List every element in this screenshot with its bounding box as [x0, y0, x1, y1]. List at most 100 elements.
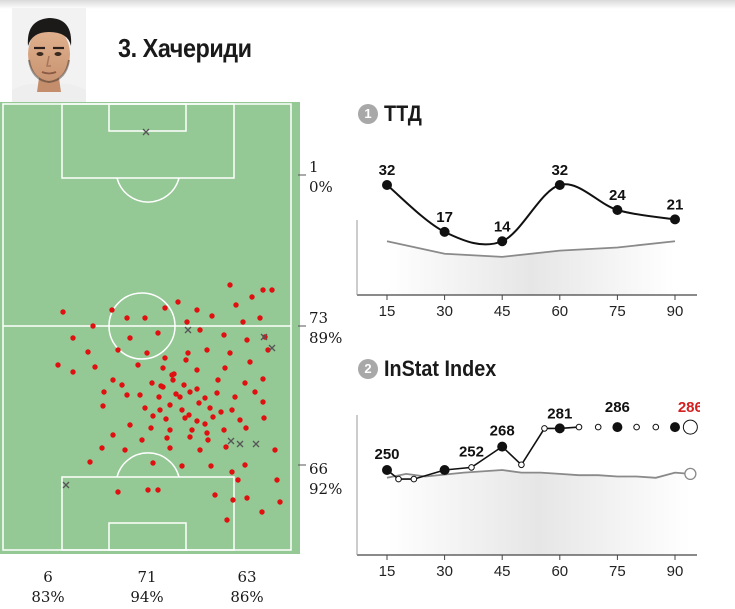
action-dot: [240, 319, 246, 325]
action-dot: [210, 414, 216, 420]
instat-value-label: 286: [678, 399, 700, 416]
action-dot: [167, 427, 173, 433]
action-dot: [142, 315, 148, 321]
action-dot: [223, 444, 229, 450]
action-dot: [127, 335, 133, 341]
action-dot: [229, 407, 235, 413]
action-dot: [179, 463, 185, 469]
action-dot: [119, 382, 125, 388]
instat-point: [518, 461, 525, 469]
action-dot: [260, 376, 266, 382]
action-dot: [183, 357, 189, 363]
zone-count: 63: [237, 568, 257, 586]
action-dot: [274, 477, 280, 483]
action-dot: [208, 463, 214, 469]
action-dot: [139, 437, 145, 443]
action-dot: [209, 313, 215, 319]
action-dot: [189, 427, 195, 433]
action-dot: [260, 399, 266, 405]
instat-value-label: 252: [459, 443, 484, 460]
zone-count: 6: [43, 568, 53, 586]
action-dot: [60, 309, 66, 315]
zone-label-center: 71 94%: [117, 567, 177, 607]
action-dot: [204, 347, 210, 353]
ttd-point: [554, 180, 565, 190]
action-dot: [229, 469, 235, 475]
ttd-value-label: 32: [379, 162, 396, 179]
ttd-point: [612, 205, 623, 215]
action-dot: [247, 359, 253, 365]
ball-loss-mark: [227, 437, 235, 445]
instat-chart: 250 252 268 281 286 286 15 30 45 60 75 90: [356, 399, 700, 580]
action-dot: [233, 302, 239, 308]
action-dot: [202, 421, 208, 427]
action-dot: [224, 517, 230, 523]
ttd-value-label: 14: [494, 218, 511, 235]
action-dot: [142, 405, 148, 411]
ttd-value-label: 21: [667, 196, 684, 213]
ttd-chart: 32 17 14 32 24 21 15 30 45 60 75 90: [356, 162, 697, 320]
action-dot: [90, 323, 96, 329]
action-dot: [257, 315, 263, 321]
ball-loss-mark: [142, 128, 150, 136]
action-dot: [230, 497, 236, 503]
ball-loss-mark: [184, 326, 192, 334]
instat-line: [386, 426, 580, 480]
x-tick-label: 15: [379, 563, 396, 580]
bottom-penalty-arc: [116, 452, 180, 478]
action-dot: [207, 405, 213, 411]
action-dot: [197, 447, 203, 453]
ttd-point: [670, 214, 680, 225]
action-dot: [170, 377, 176, 383]
action-dot: [235, 477, 241, 483]
action-dot: [194, 307, 200, 313]
action-dot: [260, 287, 266, 293]
x-tick-label: 90: [667, 303, 684, 320]
ttd-line: [386, 183, 676, 246]
action-dot: [249, 294, 255, 300]
action-dot: [115, 347, 121, 353]
zone-percent: 83%: [31, 588, 65, 606]
x-tick-label: 30: [436, 303, 453, 320]
section-number-badge: 2: [358, 359, 378, 380]
player-name: 3. Хачериди: [118, 33, 252, 63]
action-dot: [145, 487, 151, 493]
top-bar: [0, 0, 735, 9]
action-dot: [158, 383, 164, 389]
action-dot: [237, 417, 243, 423]
zone-percent: 0%: [309, 178, 333, 196]
action-dot: [100, 403, 106, 409]
instat-point: [633, 423, 640, 431]
action-dot: [175, 299, 181, 305]
action-dot: [110, 377, 116, 383]
x-tick-label: 75: [609, 303, 626, 320]
action-dot: [110, 432, 116, 438]
action-dot: [70, 335, 76, 341]
instat-point: [682, 419, 698, 435]
action-dot: [212, 492, 218, 498]
instat-value-label: 286: [605, 399, 630, 416]
zone-label-middle: 73 89%: [309, 308, 342, 348]
zone-label-left: 6 83%: [18, 567, 78, 607]
action-dot: [243, 425, 249, 431]
action-dot: [156, 394, 162, 400]
action-dot: [194, 418, 200, 424]
action-dot: [221, 332, 227, 338]
action-dot: [187, 434, 193, 440]
action-dot: [252, 389, 258, 395]
action-dot: [92, 364, 98, 370]
action-dot: [122, 447, 128, 453]
bottom-goal-box: [108, 522, 187, 551]
action-dot: [197, 327, 203, 333]
zone-percent: 94%: [130, 588, 164, 606]
action-dot: [167, 445, 173, 451]
zone-ticks: [298, 174, 306, 466]
pitch-lines: [2, 103, 292, 551]
zone-label-right: 63 86%: [217, 567, 277, 607]
x-tick-label: 75: [609, 563, 626, 580]
action-dot: [164, 435, 170, 441]
zone-percent: 86%: [230, 588, 264, 606]
action-dot: [244, 337, 250, 343]
instat-point: [541, 425, 548, 432]
average-line: [386, 240, 676, 258]
